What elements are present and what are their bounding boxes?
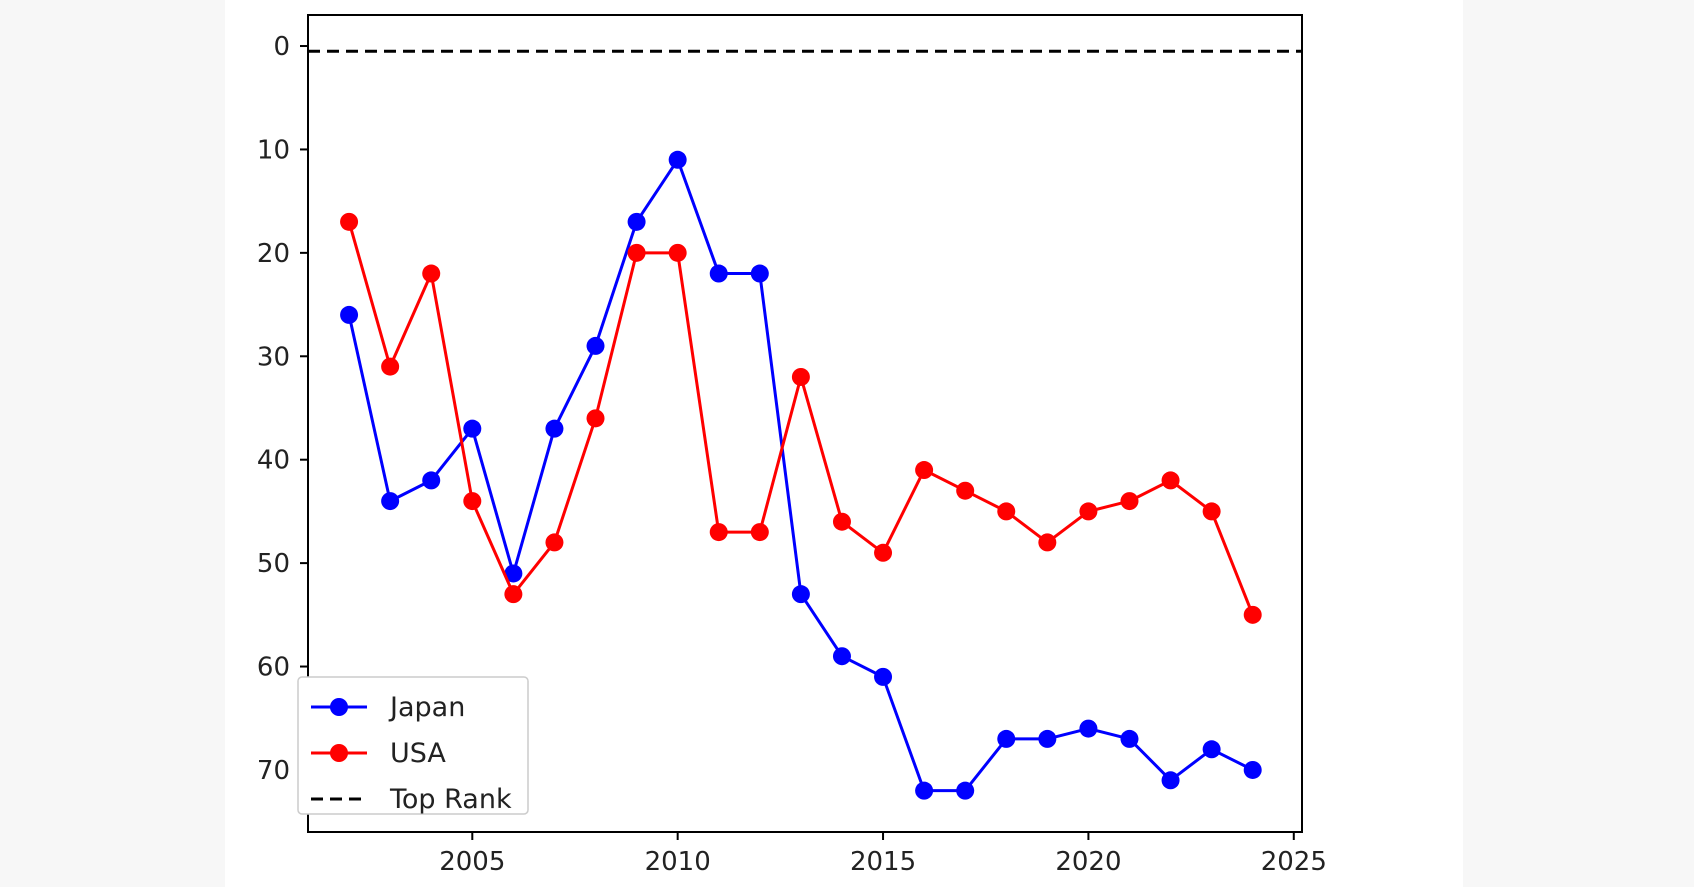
usa-point-2015 xyxy=(874,543,893,562)
usa-point-2020 xyxy=(1079,502,1098,521)
usa-point-2009 xyxy=(627,243,646,262)
usa-point-2004 xyxy=(422,264,441,283)
y-tick-label: 30 xyxy=(257,342,290,372)
x-tick-label: 2015 xyxy=(850,847,916,877)
usa-point-2024 xyxy=(1243,605,1262,624)
usa-point-2008 xyxy=(586,409,605,428)
y-tick-label: 10 xyxy=(257,135,290,165)
usa-point-2005 xyxy=(463,492,482,511)
japan-point-2015 xyxy=(874,667,893,686)
japan-point-2003 xyxy=(381,492,400,511)
japan-point-2021 xyxy=(1120,729,1139,748)
japan-point-2013 xyxy=(791,585,810,604)
usa-point-2016 xyxy=(915,461,934,480)
y-tick-label: 40 xyxy=(257,446,290,476)
usa-point-2007 xyxy=(545,533,564,552)
japan-point-2005 xyxy=(463,419,482,438)
usa-point-2014 xyxy=(832,512,851,531)
japan-point-2014 xyxy=(832,647,851,666)
japan-point-2017 xyxy=(956,781,975,800)
japan-point-2010 xyxy=(668,150,687,169)
x-tick-label: 2010 xyxy=(645,847,711,877)
japan-point-2022 xyxy=(1161,771,1180,790)
y-tick-label: 60 xyxy=(257,653,290,683)
japan-point-2020 xyxy=(1079,719,1098,738)
usa-point-2002 xyxy=(340,212,359,231)
usa-point-2012 xyxy=(750,523,769,542)
legend-label-usa: USA xyxy=(390,738,446,769)
usa-point-2006 xyxy=(504,585,523,604)
japan-point-2016 xyxy=(915,781,934,800)
y-tick-label: 70 xyxy=(257,756,290,786)
japan-point-2019 xyxy=(1038,729,1057,748)
x-tick-label: 2025 xyxy=(1261,847,1327,877)
usa-point-2023 xyxy=(1202,502,1221,521)
japan-point-2004 xyxy=(422,471,441,490)
usa-point-2018 xyxy=(997,502,1016,521)
japan-point-2007 xyxy=(545,419,564,438)
plot-frame xyxy=(307,14,1303,833)
japan-point-2009 xyxy=(627,212,646,231)
y-tick-label: 20 xyxy=(257,239,290,269)
japan-point-2018 xyxy=(997,729,1016,748)
usa-point-2017 xyxy=(956,481,975,500)
usa-point-2011 xyxy=(709,523,728,542)
japan-point-2006 xyxy=(504,564,523,583)
usa-point-2021 xyxy=(1120,492,1139,511)
japan-point-2008 xyxy=(586,336,605,355)
japan-point-2012 xyxy=(750,264,769,283)
japan-point-2023 xyxy=(1202,740,1221,759)
legend-marker-japan xyxy=(330,698,348,716)
usa-series-line xyxy=(347,221,1255,616)
legend-marker-usa xyxy=(330,744,348,762)
x-tick-label: 2005 xyxy=(439,847,505,877)
usa-point-2010 xyxy=(668,243,687,262)
legend-box xyxy=(297,676,529,815)
usa-point-2022 xyxy=(1161,471,1180,490)
japan-point-2002 xyxy=(340,305,359,324)
legend-label-japan: Japan xyxy=(388,692,465,723)
legend-label-top-rank: Top Rank xyxy=(389,784,512,815)
chart-canvas: 0 10 20 30 40 50 60 70 2005 2010 2015 2020 2025 Japa… xyxy=(225,0,1463,887)
usa-point-2013 xyxy=(791,367,810,386)
y-tick-label: 50 xyxy=(257,549,290,579)
y-tick-label: 0 xyxy=(273,32,290,62)
usa-point-2003 xyxy=(381,357,400,376)
japan-point-2024 xyxy=(1243,760,1262,779)
line-chart: 0 10 20 30 40 50 60 70 2005 2010 2015 2020 2025 Japa… xyxy=(257,14,1327,877)
japan-point-2011 xyxy=(709,264,728,283)
x-tick-label: 2020 xyxy=(1055,847,1121,877)
usa-point-2019 xyxy=(1038,533,1057,552)
